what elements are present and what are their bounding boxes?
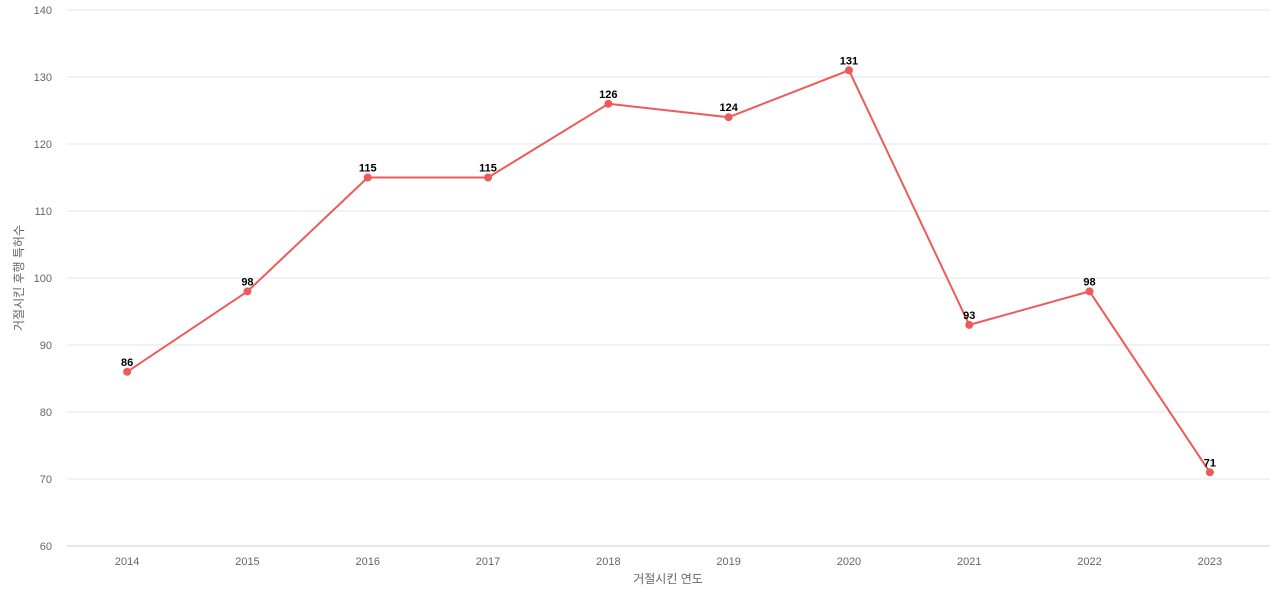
data-labels: 86 98 115 115 126 124 131 93 98 71 bbox=[121, 55, 1216, 469]
x-tick-label: 2020 bbox=[837, 556, 861, 568]
y-tick-label: 80 bbox=[40, 407, 52, 419]
y-tick-label: 100 bbox=[34, 273, 52, 285]
y-tick-label: 120 bbox=[34, 139, 52, 151]
data-label: 98 bbox=[1083, 276, 1095, 288]
data-point[interactable] bbox=[604, 99, 613, 108]
x-tick-label: 2021 bbox=[957, 556, 981, 568]
data-point[interactable] bbox=[243, 287, 252, 296]
x-tick-label: 2018 bbox=[596, 556, 620, 568]
data-point[interactable] bbox=[844, 66, 853, 75]
x-tick-label: 2022 bbox=[1077, 556, 1101, 568]
y-axis-title: 거절시킨 후행 특허수 bbox=[11, 225, 26, 331]
data-label: 115 bbox=[479, 163, 497, 175]
data-point[interactable] bbox=[965, 320, 974, 329]
y-tick-label: 110 bbox=[34, 206, 52, 218]
data-label: 131 bbox=[840, 55, 858, 67]
data-point[interactable] bbox=[484, 173, 493, 182]
data-point[interactable] bbox=[363, 173, 372, 182]
y-tick-label: 60 bbox=[40, 541, 52, 553]
data-point[interactable] bbox=[123, 367, 132, 376]
y-tick-label: 90 bbox=[40, 340, 52, 352]
y-tick-label: 140 bbox=[34, 5, 52, 17]
data-label: 124 bbox=[719, 102, 738, 114]
x-tick-label: 2023 bbox=[1198, 556, 1222, 568]
x-tick-label: 2016 bbox=[356, 556, 380, 568]
x-axis-ticks: 2014 2015 2016 2017 2018 2019 2020 2021 2022 2023 bbox=[115, 556, 1222, 568]
data-point[interactable] bbox=[1205, 468, 1214, 477]
y-axis-ticks: 60 70 80 90 100 110 120 130 140 bbox=[34, 5, 52, 553]
series-line bbox=[126, 69, 1211, 473]
x-tick-label: 2019 bbox=[716, 556, 740, 568]
data-label: 86 bbox=[121, 357, 133, 369]
series-line-layer bbox=[123, 66, 1214, 477]
x-tick-label: 2015 bbox=[235, 556, 259, 568]
data-label: 115 bbox=[359, 163, 377, 175]
data-point[interactable] bbox=[724, 113, 733, 122]
grid bbox=[67, 9, 1270, 547]
data-label: 98 bbox=[241, 276, 253, 288]
x-tick-label: 2017 bbox=[476, 556, 500, 568]
data-label: 93 bbox=[963, 310, 975, 322]
y-tick-label: 130 bbox=[34, 72, 52, 84]
data-point[interactable] bbox=[1085, 287, 1094, 296]
y-tick-label: 70 bbox=[40, 474, 52, 486]
data-label: 126 bbox=[599, 89, 617, 101]
data-label: 71 bbox=[1204, 457, 1216, 469]
x-axis-title: 거절시킨 연도 bbox=[633, 572, 703, 586]
x-tick-label: 2014 bbox=[115, 556, 139, 568]
